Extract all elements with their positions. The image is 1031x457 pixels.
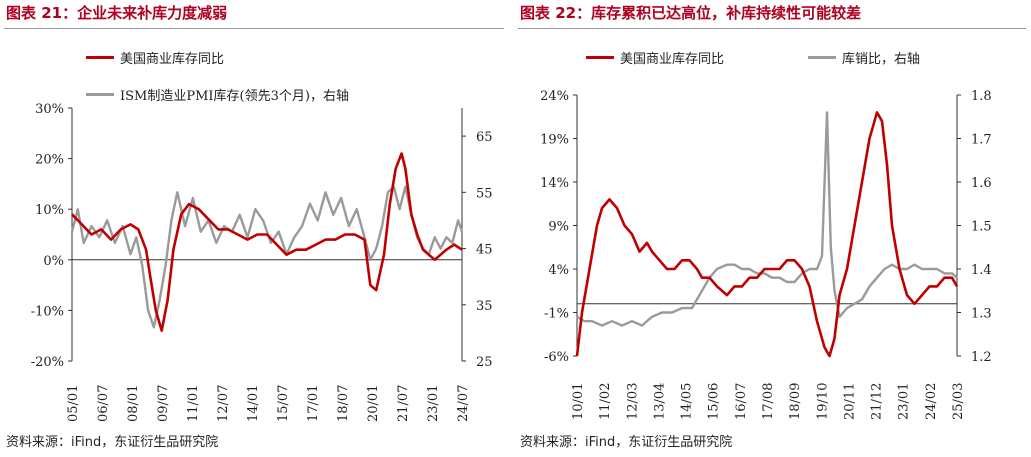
left-y-tick-label: 24% [540,89,569,104]
x-tick-label: 18/07 [336,385,351,422]
right-legend-label-inventory: 美国商业库存同比 [620,52,725,67]
x-tick-label: 15/06 [707,383,722,420]
x-tick-label: 25/03 [951,383,966,420]
right-y-tick-label: 1.6 [971,176,992,191]
x-tick-label: 14/01 [246,385,261,422]
left-y-tick-label: 10% [35,203,64,218]
right-y-tick-label: 1.5 [971,220,992,235]
right-chart-title: 图表 22：库存累积已达高位，补库持续性可能较差 [520,4,862,22]
x-tick-label: 15/07 [276,385,291,422]
x-tick-label: 06/07 [96,385,111,422]
right-title-divider [518,28,1026,29]
x-tick-label: 24/02 [924,383,939,420]
left-y-tick-label: -20% [31,355,64,370]
right-legend-label-ratio: 库销比，右轴 [842,52,921,67]
right-y-tick-label: 45 [476,243,493,258]
series-line-inventory-yoy [575,111,959,358]
x-tick-label: 11/01 [186,385,201,422]
x-tick-label: 23/01 [426,385,441,422]
right-y-tick-label: 1.8 [971,89,992,104]
x-tick-label: 18/09 [788,383,803,420]
right-y-tick-label: 65 [476,130,493,145]
x-tick-label: 05/01 [66,385,81,422]
right-y-tick-label: 25 [476,355,493,370]
series-line-inventory-yoy [71,152,463,332]
left-title-divider [4,28,504,29]
right-legend-item-ratio: 库销比，右轴 [808,48,920,67]
x-tick-label: 24/07 [456,385,471,422]
series-line-inventory-sales-ratio [576,111,958,327]
left-y-tick-label: 19% [540,133,569,148]
left-legend-label-pmi: ISM制造业PMI库存(领先3个月)，右轴 [120,89,349,104]
x-tick-label: 16/07 [734,383,749,420]
x-tick-label: 21/12 [870,383,885,420]
right-y-tick-label: 1.3 [971,307,992,322]
x-tick-label: 13/04 [652,383,667,420]
left-chart-title: 图表 21：企业未来补库力度减弱 [6,4,228,22]
left-y-tick-label: -1% [544,307,569,322]
x-tick-label: 19/10 [815,383,830,420]
left-y-tick-label: 4% [548,263,569,278]
left-y-tick-label: -10% [31,304,64,319]
left-y-tick-label: 9% [548,220,569,235]
right-source-note: 资料来源：iFind，东证衍生品研究院 [520,435,733,450]
x-tick-label: 08/01 [126,385,141,422]
x-tick-label: 20/11 [842,383,857,420]
right-y-tick-label: 1.4 [971,263,992,278]
left-source-note: 资料来源：iFind，东证衍生品研究院 [6,435,219,450]
x-tick-label: 17/08 [761,383,776,420]
x-tick-label: 17/01 [306,385,321,422]
left-y-tick-label: -6% [544,350,569,365]
x-tick-label: 12/07 [216,385,231,422]
left-legend-label-inventory: 美国商业库存同比 [120,52,225,67]
left-y-tick-label: 20% [35,153,64,168]
legend-swatch-gray [86,93,114,96]
left-y-tick-label: 0% [43,254,64,269]
x-tick-label: 09/07 [156,385,171,422]
legend-swatch-gray [808,56,836,59]
x-tick-label: 11/02 [598,383,613,420]
x-tick-label: 12/03 [625,383,640,420]
right-y-tick-label: 1.7 [971,133,992,148]
x-tick-label: 14/05 [680,383,695,420]
right-y-tick-label: 1.2 [971,350,992,365]
x-tick-label: 10/01 [571,383,586,420]
right-legend-item-inventory: 美国商业库存同比 [586,48,724,67]
x-tick-label: 23/01 [897,383,912,420]
left-legend-item-inventory: 美国商业库存同比 [86,48,224,67]
left-y-tick-label: 14% [540,176,569,191]
left-legend-item-pmi: ISM制造业PMI库存(领先3个月)，右轴 [86,85,349,104]
right-y-tick-label: 35 [476,299,493,314]
right-y-tick-label: 55 [476,186,493,201]
left-y-tick-label: 30% [35,102,64,117]
x-tick-label: 20/01 [366,385,381,422]
legend-swatch-red [586,56,614,59]
legend-swatch-red [86,56,114,59]
x-tick-label: 21/07 [396,385,411,422]
